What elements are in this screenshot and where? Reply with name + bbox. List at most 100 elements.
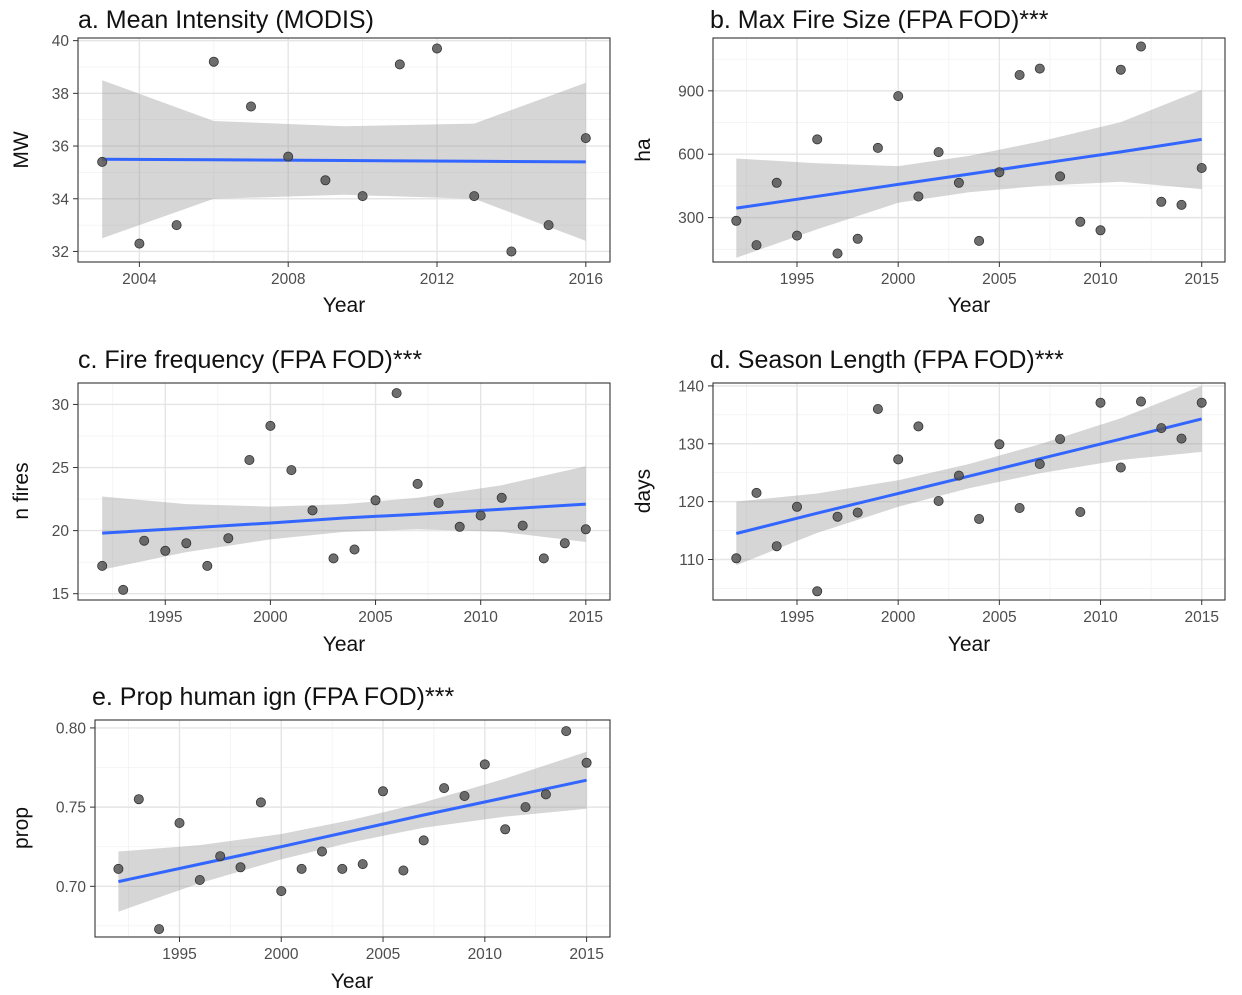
data-point	[370, 495, 381, 506]
x-tick-label: 2000	[264, 946, 299, 963]
data-point	[581, 757, 592, 768]
y-axis-title: n fires	[10, 462, 33, 519]
data-point	[751, 240, 762, 251]
trend-line	[118, 778, 587, 884]
panel-border	[77, 37, 611, 263]
panel-title: b. Max Fire Size (FPA FOD)***	[710, 6, 1049, 34]
data-point	[113, 863, 124, 874]
data-point	[974, 514, 985, 525]
data-point	[1014, 70, 1025, 81]
data-point	[1136, 41, 1147, 52]
trend-line	[736, 137, 1202, 210]
data-point	[255, 797, 266, 808]
data-point	[316, 846, 327, 857]
y-tick-label: 25	[52, 460, 69, 477]
data-point	[469, 191, 480, 202]
x-tick-label: 2000	[253, 609, 288, 626]
data-point	[349, 544, 360, 555]
data-point	[134, 238, 145, 249]
x-tick-label: 2012	[420, 271, 454, 288]
data-point	[208, 56, 219, 67]
data-point	[994, 439, 1005, 450]
data-point	[307, 505, 318, 516]
data-point	[1095, 225, 1106, 236]
x-tick-label: 2004	[122, 271, 157, 288]
data-point	[154, 924, 165, 935]
data-point	[377, 786, 388, 797]
chart-panel-2: 1995 2000 2005 2010 2015 300 600 900 b. Max Fire…	[632, 6, 1226, 317]
panel-plot-area	[731, 385, 1207, 597]
x-tick-label: 2015	[1184, 609, 1218, 626]
y-tick-label: 900	[678, 83, 704, 100]
y-tick-label: 140	[678, 378, 704, 395]
x-tick-label: 2010	[1083, 609, 1118, 626]
data-point	[160, 545, 171, 556]
data-point	[974, 235, 985, 246]
data-point	[1055, 434, 1066, 445]
y-tick-label: 600	[678, 147, 704, 164]
y-tick-label: 38	[52, 86, 69, 103]
x-tick-label: 2005	[358, 609, 392, 626]
data-point	[731, 215, 742, 226]
data-point	[1156, 423, 1167, 434]
x-tick-label: 1995	[780, 609, 814, 626]
data-point	[517, 520, 528, 531]
y-tick-label: 34	[52, 191, 70, 208]
trend-line	[102, 502, 586, 535]
y-tick-label: 30	[52, 397, 70, 414]
data-point	[245, 101, 256, 112]
data-point	[283, 151, 294, 162]
data-point	[139, 535, 150, 546]
y-tick-label: 0.80	[56, 720, 87, 737]
data-point	[832, 248, 843, 259]
y-tick-label: 130	[678, 436, 704, 453]
y-tick-label: 15	[52, 586, 69, 603]
data-point	[215, 851, 226, 862]
x-tick-label: 2005	[982, 609, 1016, 626]
panel-title: a. Mean Intensity (MODIS)	[78, 6, 374, 34]
x-tick-label: 1995	[162, 946, 196, 963]
data-point	[1196, 162, 1207, 173]
data-point	[933, 147, 944, 158]
x-tick-label: 2015	[569, 946, 603, 963]
x-axis-title: Year	[331, 970, 373, 993]
data-point	[561, 726, 572, 737]
panel-title: d. Season Length (FPA FOD)***	[710, 346, 1064, 374]
y-axis-title: prop	[10, 807, 33, 849]
y-tick-label: 0.75	[56, 800, 86, 817]
data-point	[812, 134, 823, 145]
data-point	[1034, 63, 1045, 74]
data-point	[97, 156, 108, 167]
data-point	[97, 560, 108, 571]
x-tick-label: 2000	[881, 271, 916, 288]
panel-border	[712, 37, 1226, 263]
data-point	[1055, 171, 1066, 182]
data-point	[933, 495, 944, 506]
x-tick-label: 2000	[881, 609, 916, 626]
data-point	[1196, 397, 1207, 408]
data-point	[337, 863, 348, 874]
x-tick-label: 2005	[982, 271, 1016, 288]
data-point	[500, 824, 511, 835]
data-point	[1075, 216, 1086, 227]
data-point	[506, 246, 517, 257]
chart-panel-1: 2004 2008 2012 2016 32 34 36 38 40 a. Mean Intens…	[10, 6, 611, 317]
data-point	[475, 510, 486, 521]
x-tick-label: 1995	[780, 271, 814, 288]
data-point	[994, 167, 1005, 178]
x-tick-label: 1995	[148, 609, 182, 626]
x-tick-label: 2015	[569, 609, 603, 626]
chart-panel-5: 1995 2000 2005 2010 2015 0.70 0.75 0.80 e. Prop …	[10, 683, 611, 993]
panel-title: e. Prop human ign (FPA FOD)***	[92, 683, 454, 711]
y-tick-label: 120	[678, 494, 704, 511]
data-point	[913, 191, 924, 202]
data-point	[276, 886, 287, 897]
data-point	[580, 524, 591, 535]
data-point	[731, 553, 742, 564]
data-point	[357, 859, 368, 870]
data-point	[398, 865, 409, 876]
y-tick-label: 0.70	[56, 879, 87, 896]
data-point	[265, 420, 276, 431]
panel-border	[77, 382, 611, 601]
